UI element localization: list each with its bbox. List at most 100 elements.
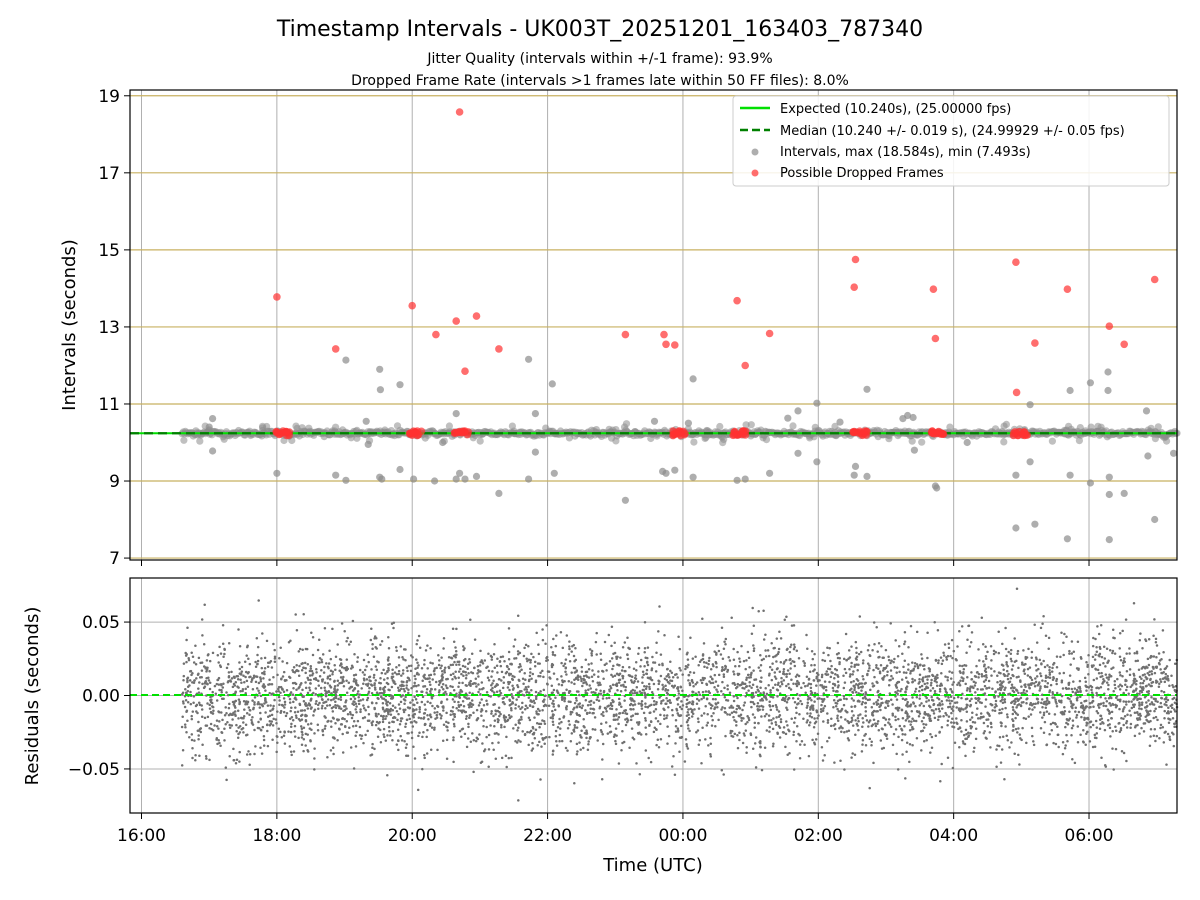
residual-point: [1004, 725, 1007, 728]
chart-subtitle-jitter: Jitter Quality (intervals within +/-1 fr…: [426, 51, 772, 67]
residual-point: [316, 723, 320, 726]
residual-point: [227, 671, 231, 674]
residual-point: [226, 721, 229, 724]
intervals-x-ticks: [141, 560, 1090, 566]
residual-point: [880, 727, 884, 730]
residual-point: [880, 697, 883, 701]
residual-point: [1068, 697, 1071, 701]
residual-point: [1046, 664, 1049, 667]
interval-point: [690, 438, 698, 446]
residual-point: [559, 727, 562, 730]
residual-point: [469, 684, 472, 687]
residual-point: [863, 734, 866, 737]
residual-point: [956, 645, 959, 648]
residual-point: [461, 664, 465, 668]
residual-point: [541, 638, 545, 642]
residual-point: [823, 680, 827, 683]
residual-point: [423, 753, 426, 757]
residual-point: [453, 660, 456, 664]
residual-point: [1094, 667, 1097, 671]
residual-point: [426, 728, 429, 732]
residual-point: [859, 650, 863, 654]
residual-point: [505, 765, 508, 769]
residual-point: [755, 685, 759, 688]
residual-point: [1094, 719, 1098, 723]
residual-point: [242, 714, 246, 718]
residual-point: [605, 696, 608, 700]
residual-point: [1048, 671, 1052, 674]
dropped-frame-point: [931, 334, 940, 343]
residual-point: [322, 671, 326, 674]
residual-point: [396, 686, 400, 690]
residual-point: [429, 683, 432, 687]
dropped-frame-point: [461, 367, 469, 376]
residual-point: [676, 687, 680, 691]
interval-point: [650, 417, 659, 425]
residual-point: [522, 654, 526, 658]
residual-point: [1035, 669, 1038, 672]
residual-point: [822, 707, 825, 710]
residual-point: [671, 713, 674, 717]
residual-point: [549, 697, 552, 701]
residual-point: [1108, 712, 1111, 715]
residual-point: [282, 710, 286, 714]
residual-point: [872, 668, 875, 672]
residual-point: [663, 677, 667, 681]
residual-point: [575, 706, 579, 709]
interval-point: [292, 422, 300, 430]
residual-point: [952, 681, 955, 684]
residual-point: [689, 670, 692, 674]
residual-point: [228, 723, 231, 727]
residual-point: [688, 701, 691, 704]
residual-point: [1126, 713, 1129, 716]
residual-point: [518, 670, 522, 673]
residual-point: [351, 713, 355, 717]
dropped-frame-point: [850, 283, 858, 292]
residual-point: [349, 640, 353, 643]
residual-point: [1083, 676, 1087, 680]
residual-point: [1092, 636, 1095, 640]
residual-point: [692, 671, 696, 675]
intervals-y-tick-label: 9: [109, 472, 120, 492]
residual-point: [251, 699, 254, 702]
residual-point: [518, 651, 522, 655]
residual-point: [653, 726, 657, 730]
residual-point: [186, 676, 190, 680]
dropped-frame-point: [1031, 339, 1039, 347]
residual-point: [1039, 711, 1042, 714]
residual-point: [440, 656, 443, 659]
residual-point: [843, 667, 847, 671]
residual-point: [185, 691, 188, 695]
residual-point: [831, 686, 835, 690]
residual-point: [633, 700, 636, 703]
residual-point: [1152, 634, 1155, 637]
residual-point: [678, 647, 682, 651]
residual-point: [1043, 665, 1047, 669]
residual-point: [770, 642, 773, 645]
residual-point: [1090, 688, 1093, 692]
residual-point: [508, 703, 512, 707]
residual-point: [290, 722, 293, 726]
residual-point: [258, 691, 261, 695]
residual-point: [238, 667, 242, 671]
residual-point: [589, 707, 593, 711]
residual-point: [694, 682, 697, 686]
residual-point: [974, 701, 978, 705]
residual-point: [883, 675, 886, 678]
residual-point: [634, 674, 637, 677]
residual-point: [648, 724, 651, 728]
residual-point: [573, 781, 576, 785]
residual-point: [771, 704, 775, 708]
residual-point: [500, 725, 503, 729]
residual-point: [1118, 647, 1121, 650]
residual-point: [311, 672, 315, 675]
residual-point: [608, 725, 612, 728]
residual-point: [871, 685, 875, 688]
residual-point: [560, 720, 563, 724]
residual-point: [987, 666, 990, 669]
residual-point: [1058, 672, 1061, 675]
residual-point: [906, 680, 909, 684]
residual-point: [747, 689, 750, 692]
residual-point: [1065, 733, 1068, 737]
residual-point: [198, 754, 201, 758]
